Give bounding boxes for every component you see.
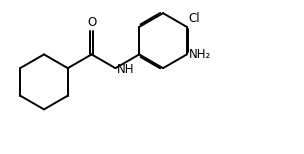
Text: O: O — [87, 16, 96, 29]
Text: NH: NH — [117, 63, 134, 76]
Text: Cl: Cl — [189, 12, 200, 25]
Text: NH₂: NH₂ — [189, 48, 211, 61]
